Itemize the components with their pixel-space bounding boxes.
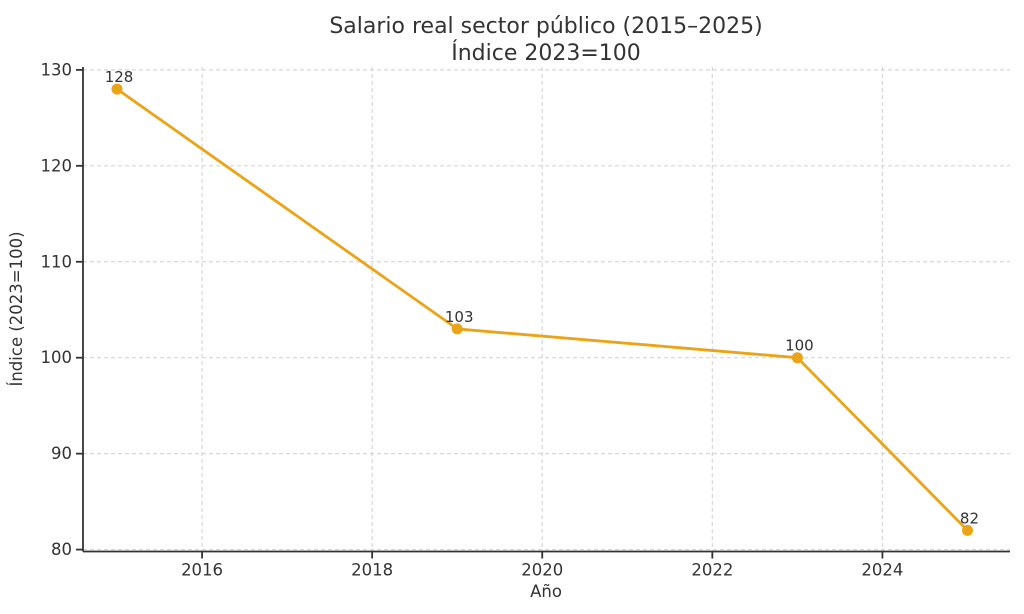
y-tick-label: 110 — [41, 252, 73, 271]
gridlines — [83, 67, 1010, 552]
x-tick-label: 2016 — [181, 561, 223, 580]
x-tick-label: 2020 — [521, 561, 563, 580]
y-tick-label: 130 — [41, 60, 73, 79]
y-axis-label: Índice (2023=100) — [7, 231, 26, 386]
point-annotations: 128 103 100 82 — [105, 68, 979, 527]
chart-title: Salario real sector público (2015–2025) — [329, 14, 762, 39]
y-tick-label: 90 — [51, 444, 72, 463]
y-tick-label: 80 — [51, 540, 72, 559]
chart-subtitle: Índice 2023=100 — [451, 40, 641, 66]
axes: 80 90 100 110 120 130 2016 2018 2020 2022 2024 — [41, 60, 1010, 580]
data-point-value-label: 128 — [105, 68, 134, 86]
data-series — [111, 83, 973, 536]
salary-index-line — [115, 87, 969, 532]
x-tick-label: 2018 — [351, 561, 393, 580]
data-point-marker — [961, 524, 973, 536]
data-point-marker — [791, 352, 803, 364]
data-point-marker — [451, 323, 463, 335]
x-axis-label: Año — [530, 582, 562, 601]
x-tick-label: 2024 — [861, 561, 903, 580]
x-tick-label: 2022 — [691, 561, 733, 580]
y-tick-label: 120 — [41, 156, 73, 175]
data-point-marker — [111, 83, 123, 95]
data-point-value-label: 82 — [960, 509, 979, 527]
y-tick-label: 100 — [41, 348, 73, 367]
data-point-value-label: 103 — [445, 308, 474, 326]
data-point-value-label: 100 — [785, 337, 814, 355]
